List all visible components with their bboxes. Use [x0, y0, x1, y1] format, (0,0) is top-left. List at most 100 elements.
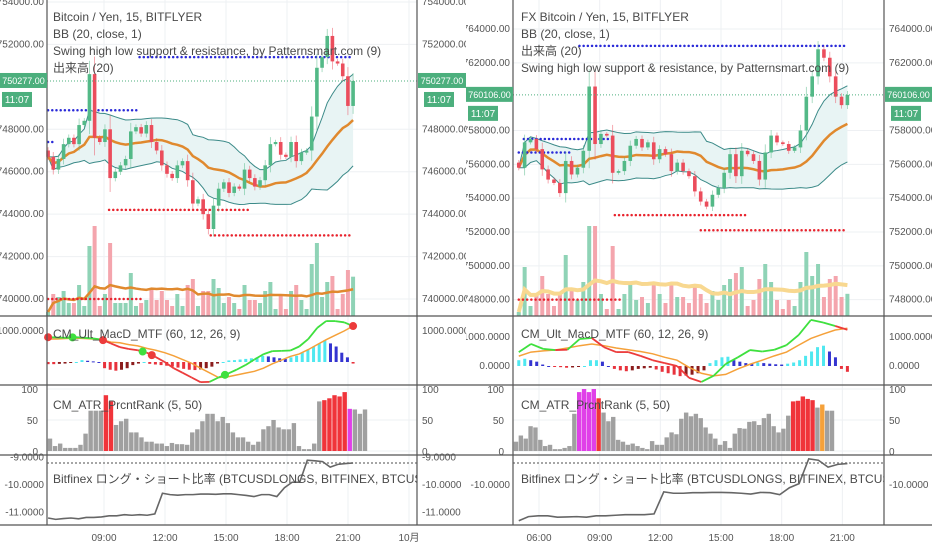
volume-bar: [97, 306, 102, 316]
legend-symbol[interactable]: FX Bitcoin / Yen, 15, BITFLYER: [521, 10, 689, 24]
atr-bar: [149, 441, 154, 451]
main-legend: FX Bitcoin / Yen, 15, BITFLYER BB (20, c…: [521, 9, 849, 77]
atr-bar: [824, 410, 830, 451]
candle-body: [610, 135, 615, 173]
atr-title[interactable]: CM_ATR_PrcntRank (5, 50): [521, 398, 671, 412]
macd-title[interactable]: CM_Ult_MacD_MTF (60, 12, 26, 9): [521, 327, 709, 341]
chart-bitflyer-spot[interactable]: 754000.00 754000.00 752000.00 752000.00 7480…: [0, 0, 466, 550]
candle-body: [175, 165, 180, 179]
candle-body: [201, 199, 205, 215]
macd-histogram-bar: [762, 363, 766, 366]
legend-symbol[interactable]: Bitcoin / Yen, 15, BITFLYER: [53, 10, 203, 24]
volume-bar: [593, 226, 598, 316]
volume-bar: [774, 300, 779, 316]
candle-body: [810, 76, 814, 97]
volume-bar: [61, 291, 66, 316]
time-axis-label: 21:00: [335, 533, 360, 544]
volume-bar: [185, 285, 190, 316]
macd-histogram-bar: [114, 362, 118, 371]
legend-volume[interactable]: 出来高 (20): [53, 61, 114, 75]
candle-body: [828, 57, 832, 77]
chart-bitflyer-fx[interactable]: 764000.00 764000.00 762000.00 762000.00 7580…: [466, 0, 932, 550]
volume-bar: [139, 303, 144, 316]
candle-body: [320, 57, 324, 68]
volume-bar: [149, 288, 154, 316]
atr-bar: [220, 416, 225, 451]
candle-body: [605, 133, 609, 136]
volume-bar: [108, 243, 113, 316]
candle-body: [569, 160, 574, 175]
macd-line-segment: [579, 337, 592, 340]
price-axis-label-left: 748000.00: [0, 124, 44, 135]
atr-bar: [139, 437, 144, 451]
atr-bar: [538, 439, 543, 451]
chart-canvas[interactable]: 754000.00 754000.00 752000.00 752000.00 7480…: [0, 0, 466, 550]
time-axis-label: 10月: [398, 532, 419, 544]
macd-histogram-bar: [283, 358, 287, 362]
legend-volume[interactable]: 出来高 (20): [521, 44, 582, 58]
atr-bar: [134, 432, 139, 451]
candle-body: [113, 171, 118, 179]
atr-bar: [698, 418, 703, 451]
atr-bar: [245, 441, 251, 451]
macd-histogram-bar: [227, 360, 231, 362]
volume-bar: [728, 279, 733, 316]
atr-bar: [693, 413, 699, 451]
chart-canvas[interactable]: 764000.00 764000.00 762000.00 762000.00 7580…: [466, 0, 932, 550]
candle-body: [87, 74, 92, 121]
price-axis-label-left: 764000.00: [466, 24, 510, 35]
bfx-title[interactable]: Bitfinex ロング・ショート比率 (BTCUSDLONGS, BITFIN…: [53, 472, 417, 486]
atr-bar: [635, 446, 640, 451]
candle-body: [804, 96, 809, 131]
bfx-title[interactable]: Bitfinex ロング・ショート比率 (BTCUSDLONGS, BITFIN…: [521, 472, 884, 486]
macd-line-segment: [119, 346, 130, 350]
macd-title[interactable]: CM_Ult_MacD_MTF (60, 12, 26, 9): [53, 327, 241, 341]
legend-swing[interactable]: Swing high low support & resistance, by …: [53, 44, 382, 58]
legend-swing[interactable]: Swing high low support & resistance, by …: [521, 61, 850, 75]
macd-histogram-bar: [624, 366, 628, 372]
atr-bar: [174, 444, 180, 451]
macd-line-segment: [164, 361, 175, 369]
countdown-label: 11:07: [894, 109, 919, 120]
legend-bb[interactable]: BB (20, close, 1): [521, 27, 610, 41]
candle-body: [170, 173, 174, 179]
macd-histogram-bar: [300, 352, 304, 362]
price-axis-label-left: 754000.00: [466, 193, 510, 204]
macd-histogram-bar: [204, 362, 208, 369]
macd-line-segment: [518, 343, 532, 353]
volume-bar: [733, 273, 738, 316]
atr-title[interactable]: CM_ATR_PrcntRank (5, 50): [53, 398, 203, 412]
macd-line-segment: [289, 345, 300, 352]
macd-histogram-bar: [660, 366, 664, 372]
macd-histogram-bar: [845, 366, 849, 372]
atr-bar: [190, 432, 195, 451]
macd-axis-label-right: 1000.0000: [422, 326, 466, 337]
macd-histogram-bar: [216, 362, 220, 364]
candle-body: [82, 120, 87, 126]
price-axis-label-right: 764000.00: [889, 24, 932, 35]
atr-bar: [737, 428, 742, 451]
candle-body: [587, 86, 591, 151]
macd-histogram-bar: [678, 366, 682, 377]
atr-bar: [552, 449, 558, 451]
candle-body: [634, 138, 638, 146]
macd-line-segment: [543, 347, 556, 351]
macd-histogram-bar: [97, 362, 101, 363]
volume-bar: [283, 309, 288, 316]
atr-bar: [717, 444, 723, 451]
macd-line-segment: [128, 348, 138, 352]
atr-bar: [327, 398, 332, 451]
macd-histogram-bar: [249, 358, 253, 362]
legend-bb[interactable]: BB (20, close, 1): [53, 27, 142, 41]
candle-body: [693, 176, 697, 192]
candle-body: [622, 160, 627, 172]
volume-bar: [569, 288, 574, 316]
candle-body: [258, 180, 262, 187]
atr-bar: [276, 427, 281, 451]
candle-body: [839, 96, 844, 106]
atr-bar: [805, 398, 810, 451]
atr-bar: [820, 404, 825, 451]
volume-bar: [144, 300, 149, 316]
candle-body: [134, 127, 138, 132]
atr-bar: [615, 439, 621, 451]
